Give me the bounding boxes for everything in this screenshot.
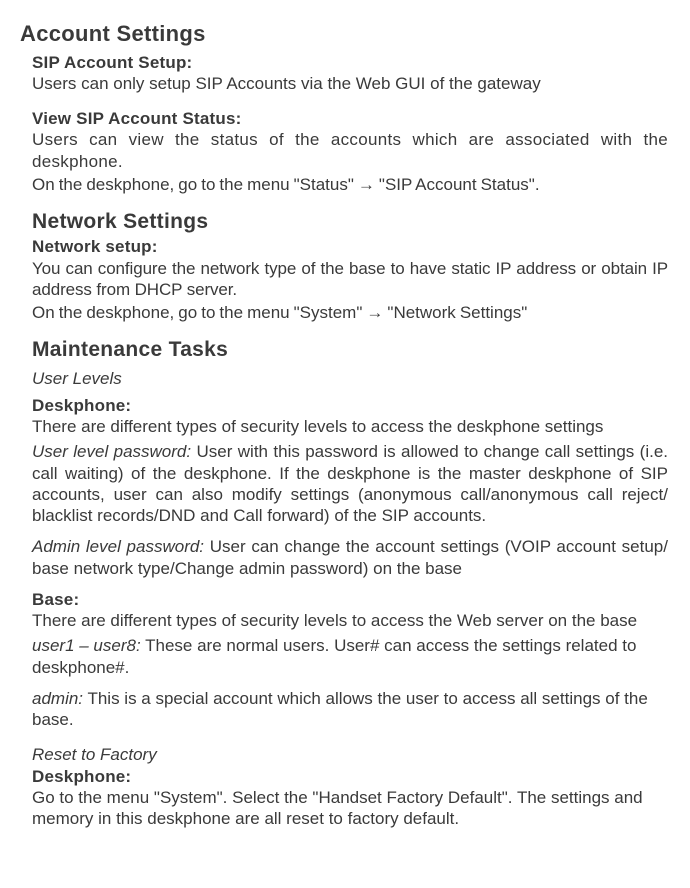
user1-8-label: user1 – user8: bbox=[32, 636, 141, 655]
view-status-body1: Users can view the status of the account… bbox=[32, 129, 668, 172]
user-level-password-label: User level password: bbox=[32, 442, 191, 461]
view-status-body2: On the deskphone, go to the menu "Status… bbox=[32, 174, 668, 195]
user-levels-heading: User Levels bbox=[32, 368, 668, 389]
admin-level-password-para: Admin level password: User can change th… bbox=[32, 536, 668, 579]
reset-heading: Reset to Factory bbox=[32, 744, 668, 765]
sip-setup-heading: SIP Account Setup: bbox=[32, 52, 668, 73]
section-title-maintenance: Maintenance Tasks bbox=[32, 337, 668, 363]
user1-8-para: user1 – user8: These are normal users. U… bbox=[32, 635, 668, 678]
admin-body: This is a special account which allows t… bbox=[32, 689, 648, 729]
admin-label: admin: bbox=[32, 689, 83, 708]
section-title-account: Account Settings bbox=[20, 20, 668, 48]
view-status-heading: View SIP Account Status: bbox=[32, 108, 668, 129]
sip-setup-body: Users can only setup SIP Accounts via th… bbox=[32, 73, 668, 94]
user-level-password-para: User level password: User with this pass… bbox=[32, 441, 668, 526]
deskphone-heading: Deskphone: bbox=[32, 395, 668, 416]
network-setup-heading: Network setup: bbox=[32, 236, 668, 257]
reset-deskphone-heading: Deskphone: bbox=[32, 766, 668, 787]
network-setup-body2: On the deskphone, go to the menu "System… bbox=[32, 302, 668, 323]
section-title-network: Network Settings bbox=[32, 209, 668, 235]
network-setup-body1: You can configure the network type of th… bbox=[32, 258, 668, 301]
reset-deskphone-body: Go to the menu "System". Select the "Han… bbox=[32, 787, 668, 830]
base-heading: Base: bbox=[32, 589, 668, 610]
base-body1: There are different types of security le… bbox=[32, 610, 668, 631]
admin-level-password-label: Admin level password: bbox=[32, 537, 204, 556]
deskphone-body1: There are different types of security le… bbox=[32, 416, 668, 437]
admin-para: admin: This is a special account which a… bbox=[32, 688, 668, 731]
